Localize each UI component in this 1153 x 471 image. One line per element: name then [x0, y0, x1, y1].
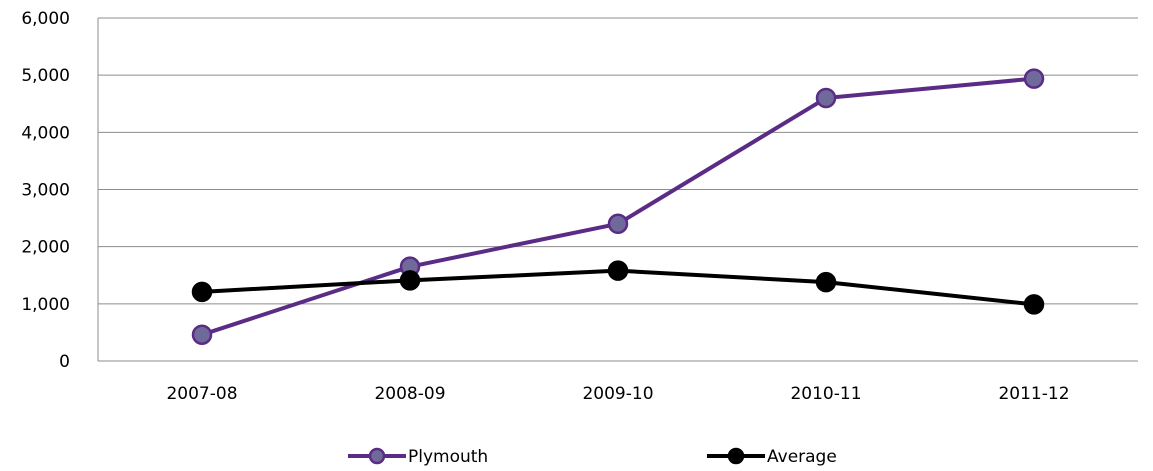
- y-tick-label: 1,000: [21, 295, 70, 315]
- legend-label: Average: [767, 447, 837, 467]
- legend-swatch-marker: [368, 447, 386, 465]
- y-tick-label: 0: [59, 352, 70, 372]
- legend: Plymouth Average: [348, 447, 837, 467]
- x-axis-tick-labels: 2007-08 2008-09 2009-10 2010-11 2011-12: [166, 384, 1069, 404]
- gridlines: [98, 17, 1138, 305]
- data-point-plymouth-2009-10: [607, 213, 629, 235]
- y-tick-label: 2,000: [21, 238, 70, 258]
- series-plymouth: [191, 68, 1045, 345]
- y-axis-tick-labels: 0 1,000 2,000 3,000 4,000 5,000 6,000: [21, 9, 70, 372]
- x-tick-label: 2007-08: [166, 384, 237, 404]
- series-line-plymouth: [200, 76, 1036, 337]
- data-point-average-2010-11: [815, 271, 837, 293]
- series: [191, 68, 1045, 345]
- y-tick-label: 4,000: [21, 123, 70, 143]
- data-point-average-2011-12: [1023, 294, 1045, 315]
- series-average: [191, 260, 1045, 315]
- data-point-average-2009-10: [607, 260, 629, 281]
- x-tick-label: 2010-11: [790, 384, 861, 404]
- x-tick-label: 2011-12: [998, 384, 1069, 404]
- legend-swatch-marker: [727, 447, 745, 465]
- legend-item-average: Average: [707, 447, 837, 467]
- y-tick-label: 5,000: [21, 66, 70, 86]
- y-tick-label: 3,000: [21, 181, 70, 201]
- legend-label: Plymouth: [408, 447, 488, 467]
- data-point-plymouth-2011-12: [1023, 68, 1045, 89]
- data-point-average-2008-09: [399, 270, 421, 291]
- x-tick-label: 2008-09: [374, 384, 445, 404]
- x-tick-label: 2009-10: [582, 384, 653, 404]
- data-point-average-2007-08: [191, 281, 213, 303]
- data-point-plymouth-2007-08: [191, 324, 213, 345]
- y-tick-label: 6,000: [21, 9, 70, 29]
- legend-item-plymouth: Plymouth: [348, 447, 488, 467]
- data-point-plymouth-2010-11: [815, 87, 837, 109]
- axes: [97, 18, 1138, 362]
